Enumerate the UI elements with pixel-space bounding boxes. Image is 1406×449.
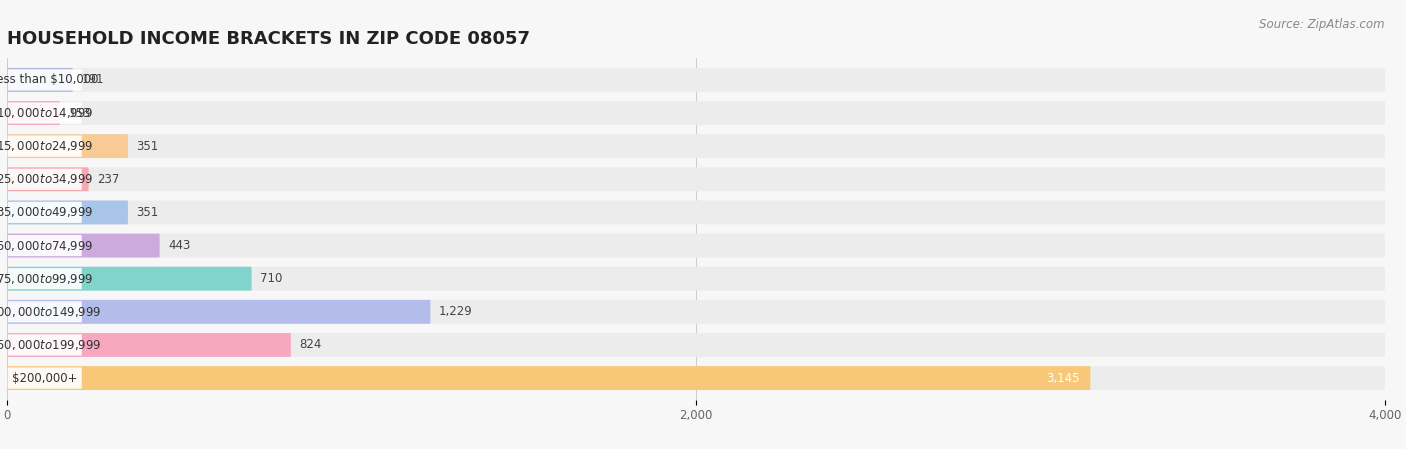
FancyBboxPatch shape [7, 101, 1385, 125]
FancyBboxPatch shape [7, 235, 82, 256]
FancyBboxPatch shape [7, 300, 430, 324]
Text: $75,000 to $99,999: $75,000 to $99,999 [0, 272, 93, 286]
Text: 824: 824 [299, 339, 322, 352]
Text: 153: 153 [69, 106, 90, 119]
FancyBboxPatch shape [7, 335, 82, 356]
FancyBboxPatch shape [7, 68, 1385, 92]
FancyBboxPatch shape [7, 300, 1385, 324]
Text: $150,000 to $199,999: $150,000 to $199,999 [0, 338, 101, 352]
FancyBboxPatch shape [7, 167, 1385, 191]
FancyBboxPatch shape [7, 333, 291, 357]
FancyBboxPatch shape [7, 69, 82, 91]
Text: 1,229: 1,229 [439, 305, 472, 318]
FancyBboxPatch shape [7, 267, 252, 291]
FancyBboxPatch shape [7, 202, 82, 223]
FancyBboxPatch shape [7, 68, 73, 92]
Text: $35,000 to $49,999: $35,000 to $49,999 [0, 206, 93, 220]
FancyBboxPatch shape [7, 268, 82, 289]
Text: 710: 710 [260, 272, 283, 285]
Text: $50,000 to $74,999: $50,000 to $74,999 [0, 238, 93, 252]
Text: 237: 237 [97, 173, 120, 186]
FancyBboxPatch shape [7, 169, 82, 190]
Text: $25,000 to $34,999: $25,000 to $34,999 [0, 172, 93, 186]
Text: $15,000 to $24,999: $15,000 to $24,999 [0, 139, 93, 153]
Text: 351: 351 [136, 206, 159, 219]
FancyBboxPatch shape [7, 366, 1385, 390]
Text: $200,000+: $200,000+ [13, 372, 77, 385]
FancyBboxPatch shape [7, 333, 1385, 357]
FancyBboxPatch shape [7, 267, 1385, 291]
Text: $10,000 to $14,999: $10,000 to $14,999 [0, 106, 93, 120]
FancyBboxPatch shape [7, 134, 1385, 158]
FancyBboxPatch shape [7, 301, 82, 322]
FancyBboxPatch shape [7, 136, 82, 157]
FancyBboxPatch shape [7, 233, 160, 257]
Text: Less than $10,000: Less than $10,000 [0, 73, 98, 86]
Text: 443: 443 [169, 239, 191, 252]
FancyBboxPatch shape [7, 233, 1385, 257]
FancyBboxPatch shape [7, 102, 82, 123]
FancyBboxPatch shape [7, 167, 89, 191]
FancyBboxPatch shape [7, 201, 1385, 224]
FancyBboxPatch shape [7, 134, 128, 158]
Text: 351: 351 [136, 140, 159, 153]
Text: HOUSEHOLD INCOME BRACKETS IN ZIP CODE 08057: HOUSEHOLD INCOME BRACKETS IN ZIP CODE 08… [7, 31, 530, 48]
Text: Source: ZipAtlas.com: Source: ZipAtlas.com [1260, 18, 1385, 31]
FancyBboxPatch shape [7, 101, 59, 125]
Text: $100,000 to $149,999: $100,000 to $149,999 [0, 305, 101, 319]
Text: 191: 191 [82, 73, 104, 86]
FancyBboxPatch shape [7, 366, 1091, 390]
Text: 3,145: 3,145 [1046, 372, 1080, 385]
FancyBboxPatch shape [7, 367, 82, 389]
FancyBboxPatch shape [7, 201, 128, 224]
